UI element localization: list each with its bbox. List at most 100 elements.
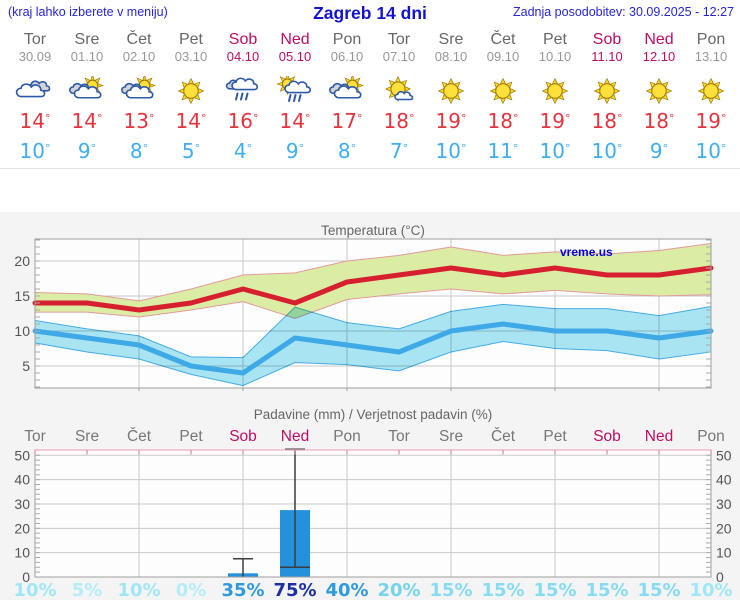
precip-probability: 15% — [637, 580, 680, 600]
precip-probability: 15% — [533, 580, 576, 600]
day-date: 30.09 — [18, 49, 52, 64]
forecast-day-column[interactable]: Pon 13.10 19° 10° — [685, 0, 737, 170]
precip-probability: 20% — [377, 580, 420, 600]
low-temp: 9° — [285, 139, 305, 163]
day-name: Pon — [332, 31, 362, 48]
precip-chart-title: Padavine (mm) / Verjetnost padavin (%) — [254, 407, 493, 422]
day-name: Čet — [490, 31, 516, 48]
low-temp: 5° — [181, 139, 201, 163]
precip-ytick-right: 30 — [716, 496, 732, 512]
precip-ytick-left: 50 — [14, 447, 30, 463]
day-name: Pon — [696, 31, 726, 48]
sunny-icon — [477, 76, 529, 106]
day-name: Tor — [387, 31, 411, 48]
day-name: Pet — [178, 31, 203, 48]
day-date: 05.10 — [278, 49, 312, 64]
day-name: Sob — [228, 31, 258, 48]
sunny-icon — [165, 76, 217, 106]
high-temp: 14° — [19, 109, 51, 133]
temperature-chart: 5 10 15 20 Temperatura (°C) vreme.us — [14, 223, 714, 391]
precip-day-label: Tor — [388, 428, 410, 445]
low-temp: 10° — [539, 139, 571, 163]
temp-ytick: 5 — [22, 358, 30, 374]
forecast-day-column[interactable]: Pet 03.10 14° 5° — [165, 0, 217, 170]
precip-day-label: Pet — [543, 428, 567, 445]
cloudy-icon — [9, 76, 61, 106]
forecast-day-column[interactable]: Pon 06.10 17° 8° — [321, 0, 373, 170]
day-date: 06.10 — [330, 49, 364, 64]
day-name: Sre — [74, 31, 100, 48]
precip-day-label: Sre — [439, 428, 463, 445]
precip-ytick-left: 20 — [14, 520, 30, 536]
precip-day-label: Sob — [593, 428, 621, 445]
sun-rain-icon — [269, 72, 321, 106]
forecast-day-column[interactable]: Ned 05.10 14° 9° — [269, 0, 321, 170]
high-temp: 14° — [71, 109, 103, 133]
precip-probability: 35% — [221, 580, 264, 600]
forecast-day-column[interactable]: Sre 01.10 14° 9° — [61, 0, 113, 170]
temp-ytick: 15 — [14, 288, 30, 304]
precip-day-label: Pon — [333, 428, 361, 445]
low-temp: 9° — [77, 139, 97, 163]
forecast-day-column[interactable]: Čet 02.10 13° 8° — [113, 0, 165, 170]
high-temp: 18° — [487, 109, 519, 133]
forecast-day-column[interactable]: Tor 30.09 14° 10° — [9, 0, 61, 170]
menu-hint[interactable]: (kraj lahko izberete v meniju) — [8, 5, 168, 19]
forecast-day-column[interactable]: Tor 07.10 18° 7° — [373, 0, 425, 170]
precip-probability: 0% — [176, 580, 207, 600]
day-date: 13.10 — [694, 49, 728, 64]
precip-ytick-left: 10 — [14, 545, 30, 561]
low-temp: 10° — [591, 139, 623, 163]
day-date: 04.10 — [226, 49, 260, 64]
high-temp: 18° — [383, 109, 415, 133]
high-temp: 13° — [123, 109, 155, 133]
low-temp: 8° — [337, 139, 357, 163]
partly-icon — [321, 74, 373, 106]
high-temp: 18° — [643, 109, 675, 133]
low-temp: 7° — [389, 139, 409, 163]
precip-probability: 15% — [429, 580, 472, 600]
low-temp: 10° — [19, 139, 51, 163]
precip-ytick-left: 30 — [14, 496, 30, 512]
precip-ytick-left: 40 — [14, 472, 30, 488]
high-temp: 16° — [227, 109, 259, 133]
precip-day-label: Sre — [75, 428, 99, 445]
precip-ytick-left: 0 — [22, 569, 30, 585]
forecast-day-column[interactable]: Pet 10.10 19° 10° — [529, 0, 581, 170]
forecast-day-column[interactable]: Ned 12.10 18° 9° — [633, 0, 685, 170]
precip-probability: 40% — [325, 580, 368, 600]
day-name: Ned — [644, 31, 674, 48]
precip-ytick-right: 20 — [716, 520, 732, 536]
max-temp-line — [32, 265, 714, 313]
precip-ytick-right: 40 — [716, 472, 732, 488]
temp-chart-title: Temperatura (°C) — [321, 223, 425, 238]
forecast-day-column[interactable]: Sob 11.10 18° 10° — [581, 0, 633, 170]
precip-day-label: Pon — [697, 428, 725, 445]
precip-ytick-right: 10 — [716, 545, 732, 561]
day-date: 07.10 — [382, 49, 416, 64]
rain-icon — [217, 76, 269, 106]
day-date: 11.10 — [591, 49, 623, 64]
precip-probability: 15% — [481, 580, 524, 600]
forecast-day-column[interactable]: Čet 09.10 18° 11° — [477, 0, 529, 170]
forecast-day-column[interactable]: Sre 08.10 19° 10° — [425, 0, 477, 170]
day-date: 02.10 — [122, 49, 156, 64]
precip-day-label: Ned — [281, 428, 309, 445]
low-temp: 8° — [129, 139, 149, 163]
sunny-icon — [425, 76, 477, 106]
precip-probability: 10% — [117, 580, 160, 600]
sunny-icon — [633, 76, 685, 106]
precip-day-label: Sob — [229, 428, 257, 445]
low-temp: 10° — [435, 139, 467, 163]
partly-icon — [61, 74, 113, 106]
partly-icon — [113, 74, 165, 106]
precip-day-label: Čet — [491, 428, 516, 445]
forecast-day-column[interactable]: Sob 04.10 16° 4° — [217, 0, 269, 170]
day-name: Sob — [592, 31, 622, 48]
day-date: 12.10 — [642, 49, 676, 64]
precip-probability: 10% — [689, 580, 732, 600]
precipitation-chart: Padavine (mm) / Verjetnost padavin (%) To… — [13, 407, 732, 600]
day-date: 08.10 — [434, 49, 468, 64]
sunny-icon — [685, 76, 737, 106]
